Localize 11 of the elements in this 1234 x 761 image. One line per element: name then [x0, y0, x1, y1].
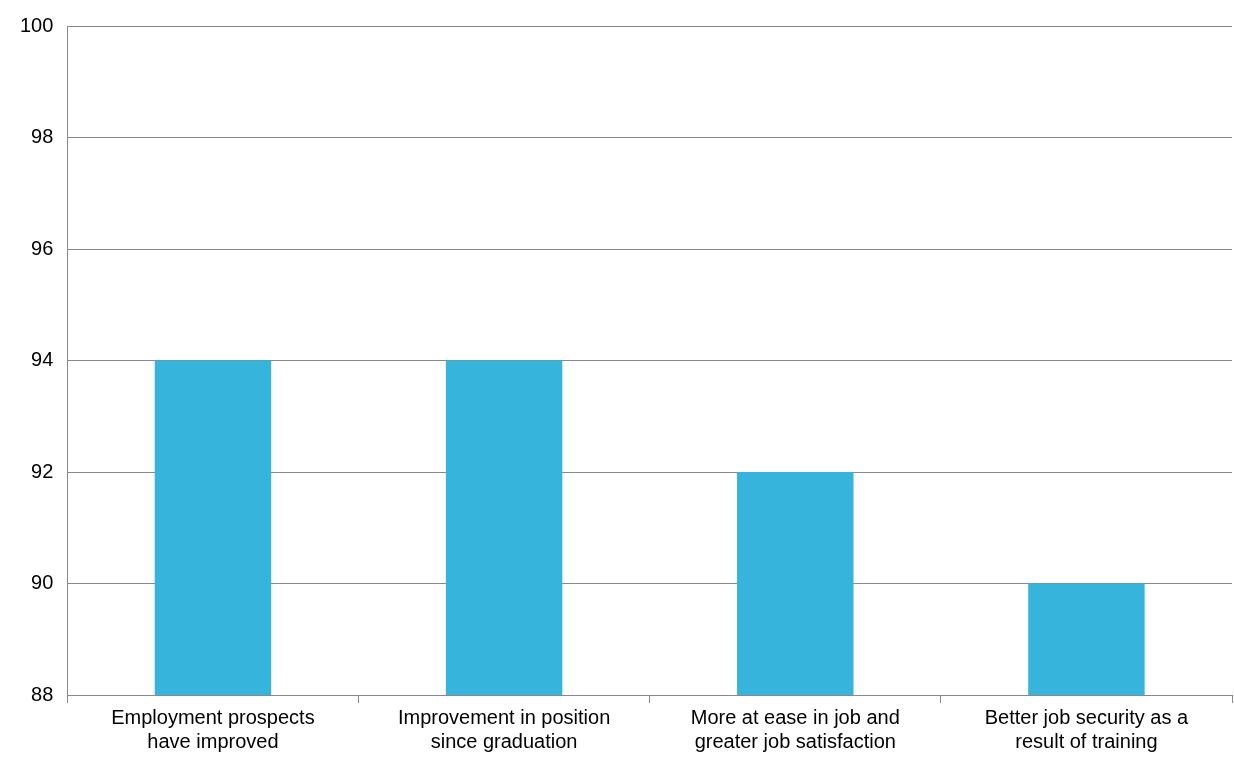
x-tick-label: More at ease in job and greater job satisfaction: [690, 705, 900, 752]
y-tick-label: 96: [31, 236, 54, 259]
y-tick-label: 98: [31, 125, 54, 148]
y-tick-label: 100: [19, 13, 54, 36]
y-tick-label: 94: [31, 348, 54, 371]
x-tick-label: Better job security as a result of training: [984, 705, 1190, 752]
y-tick-label: 88: [31, 682, 54, 705]
y-tick-label: 90: [31, 571, 54, 594]
y-tick-label: 92: [31, 459, 54, 482]
x-tick-label: Employment prospects have improved: [111, 705, 315, 752]
x-tick-label: Improvement in position since graduation: [397, 705, 611, 752]
